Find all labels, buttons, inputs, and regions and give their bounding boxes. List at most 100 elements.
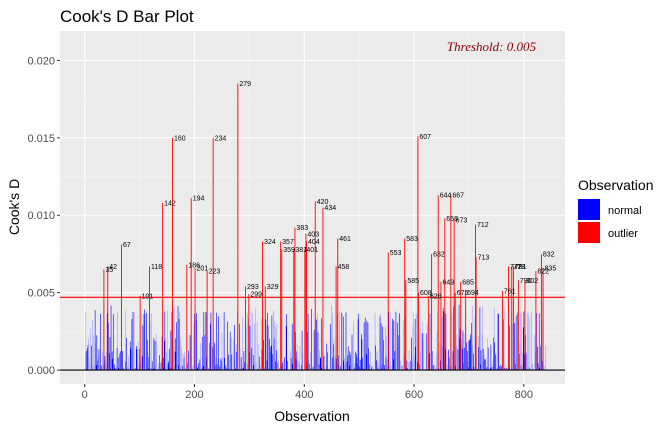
bar-normal <box>290 357 292 371</box>
bar-normal <box>330 365 332 371</box>
bar-normal <box>270 352 272 371</box>
bar-outlier <box>511 266 513 371</box>
bar-normal <box>163 340 165 371</box>
bar-normal <box>213 342 215 371</box>
bar-normal <box>176 322 177 371</box>
bar-normal <box>273 310 274 371</box>
bar-normal <box>274 326 276 371</box>
bar-outlier <box>444 218 446 371</box>
bar-normal <box>318 364 320 371</box>
bar-outlier <box>248 294 250 371</box>
bar-normal <box>173 308 175 371</box>
bar-normal <box>181 346 182 371</box>
bar-normal <box>400 360 401 371</box>
bar-normal <box>408 362 409 371</box>
bar-normal <box>462 330 464 371</box>
bar-normal <box>272 354 273 371</box>
bar-normal <box>218 316 219 371</box>
outlier-label: 761 <box>504 289 516 296</box>
bar-normal <box>235 351 237 371</box>
bar-normal <box>95 365 97 371</box>
bar-normal <box>353 363 355 371</box>
bar-normal <box>140 357 142 371</box>
bar-normal <box>521 313 522 371</box>
bar-outlier <box>454 292 456 371</box>
bar-normal <box>164 311 166 371</box>
bar-normal <box>517 312 519 371</box>
bar-normal <box>496 368 497 371</box>
bar-normal <box>285 325 287 371</box>
bar-normal <box>362 368 364 371</box>
bar-normal <box>182 365 183 371</box>
bar-normal <box>255 308 256 371</box>
bar-normal <box>362 357 363 371</box>
bar-normal <box>231 354 233 371</box>
bar-normal <box>243 367 244 371</box>
bar-normal <box>487 347 489 371</box>
bar-normal <box>464 347 465 371</box>
bar-normal <box>123 368 125 371</box>
bar-normal <box>97 360 98 371</box>
bar-normal <box>320 318 322 371</box>
bar-normal <box>295 332 296 371</box>
bar-normal <box>309 363 311 371</box>
bar-normal <box>116 348 118 371</box>
bar-normal <box>419 364 420 371</box>
bar-normal <box>241 368 243 371</box>
bar-normal <box>128 356 129 371</box>
bar-normal <box>184 352 185 371</box>
bar-normal <box>480 350 482 371</box>
bar-normal <box>527 313 529 371</box>
bar-normal <box>390 312 391 371</box>
bar-normal <box>213 348 214 371</box>
bar-normal <box>127 367 129 371</box>
outlier-label: 644 <box>440 193 452 200</box>
outlier-label: 822 <box>537 268 549 275</box>
bar-normal <box>99 366 101 371</box>
bar-normal <box>240 368 241 371</box>
bar-normal <box>326 343 328 371</box>
bar-normal <box>334 362 335 371</box>
outlier-label: 790 <box>520 278 532 285</box>
bar-normal <box>286 360 288 371</box>
x-tick-label: 400 <box>295 389 313 401</box>
bar-normal <box>117 357 119 371</box>
outlier-label: 383 <box>296 225 308 232</box>
bar-normal <box>466 350 468 371</box>
bar-normal <box>265 319 267 371</box>
bar-normal <box>520 311 521 371</box>
bar-normal <box>220 358 222 371</box>
bar-normal <box>239 323 240 371</box>
legend-label-outlier: outlier <box>608 228 638 240</box>
bar-normal <box>95 343 96 371</box>
bar-outlier <box>501 291 503 371</box>
bar-normal <box>442 346 443 371</box>
bar-normal <box>532 364 533 371</box>
bar-normal <box>355 351 356 371</box>
bar-normal <box>337 364 339 371</box>
bar-outlier <box>212 137 214 371</box>
bar-normal <box>147 351 149 371</box>
bar-normal <box>512 324 514 371</box>
bar-normal <box>252 313 253 371</box>
bar-normal <box>381 368 382 371</box>
outlier-label: 649 <box>442 279 454 286</box>
bar-normal <box>456 334 458 371</box>
bar-normal <box>486 368 487 371</box>
bar-normal <box>397 322 398 371</box>
bar-normal <box>284 367 286 371</box>
bar-normal <box>159 355 160 371</box>
bar-normal <box>534 334 536 371</box>
bar-normal <box>171 367 172 371</box>
bar-normal <box>417 361 418 371</box>
bar-normal <box>126 337 127 371</box>
bar-normal <box>230 337 232 371</box>
bar-normal <box>84 352 86 371</box>
bar-normal <box>414 318 416 371</box>
bar-normal <box>254 361 256 371</box>
bar-normal <box>529 316 531 371</box>
bar-normal <box>224 357 225 371</box>
bar-normal <box>274 320 275 371</box>
bar-normal <box>513 360 515 371</box>
bar-normal <box>483 360 485 371</box>
